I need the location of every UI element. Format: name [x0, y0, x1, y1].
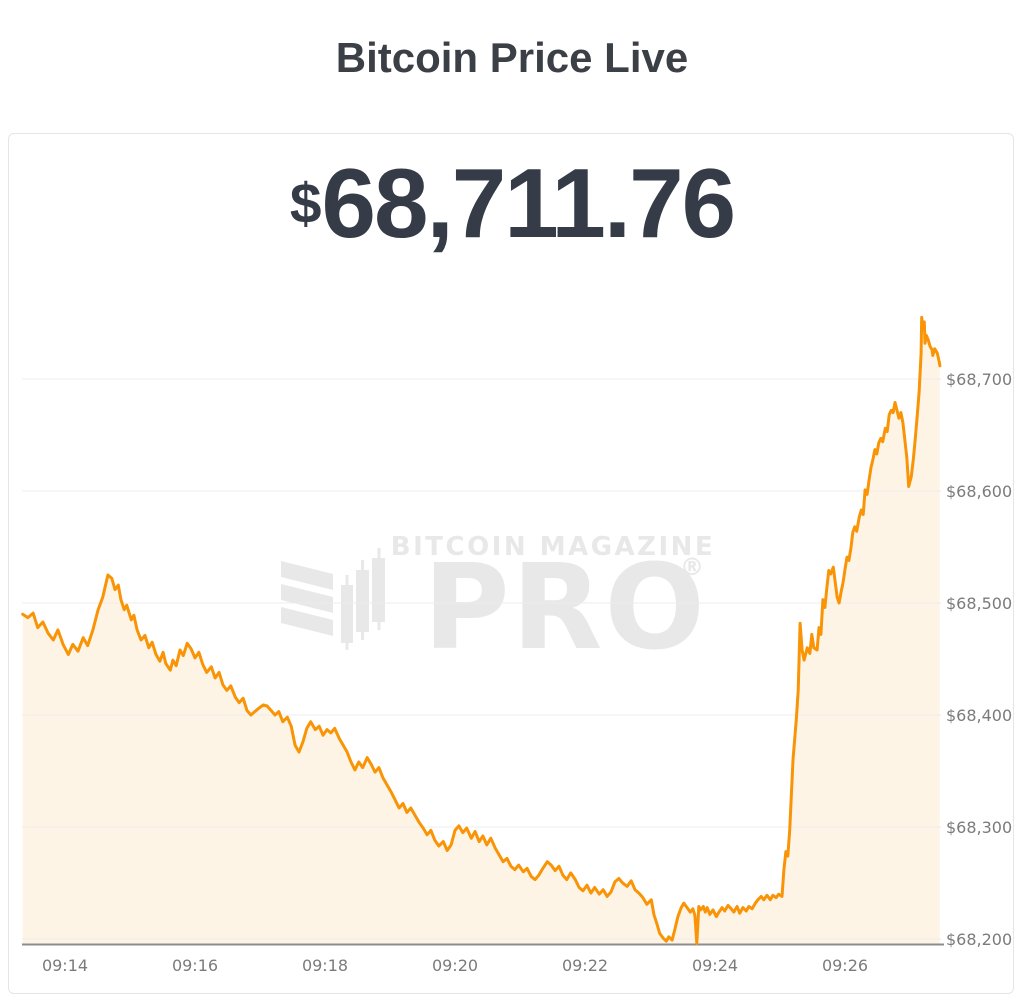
y-tick-label: $68,300	[946, 818, 1012, 837]
candlestick-icon	[372, 548, 385, 630]
y-tick-label: $68,500	[946, 594, 1012, 613]
x-tick-label: 09:22	[562, 956, 608, 975]
watermark: BITCOIN MAGAZINE PRO ®	[281, 532, 715, 676]
x-tick-label: 09:16	[172, 956, 218, 975]
x-tick-label: 09:18	[302, 956, 348, 975]
page-title: Bitcoin Price Live	[335, 34, 689, 81]
logo-bar	[281, 584, 333, 613]
x-tick-label: 09:14	[42, 956, 88, 975]
price-value: 68,711.76	[321, 148, 737, 258]
watermark-line2: PRO	[423, 538, 707, 676]
currency-symbol: $	[289, 172, 322, 236]
watermark-line1: BITCOIN MAGAZINE	[391, 532, 715, 562]
price-area	[22, 317, 940, 944]
bitcoin-magazine-pro-logo-icon	[281, 548, 385, 650]
logo-bar	[281, 607, 333, 636]
x-tick-label: 09:26	[822, 956, 868, 975]
y-tick-label: $68,600	[946, 482, 1012, 501]
current-price: $68,711.76	[0, 148, 1024, 258]
logo-bar	[281, 561, 333, 590]
registered-mark-icon: ®	[680, 553, 704, 581]
x-tick-label: 09:20	[432, 956, 478, 975]
candlestick-icon	[356, 560, 369, 640]
y-tick-label: $68,400	[946, 706, 1012, 725]
candlestick-icon	[341, 575, 353, 650]
x-tick-label: 09:24	[692, 956, 738, 975]
price-line	[21, 315, 942, 945]
y-tick-label: $68,200	[946, 930, 1012, 949]
y-tick-label: $68,700	[946, 370, 1012, 389]
